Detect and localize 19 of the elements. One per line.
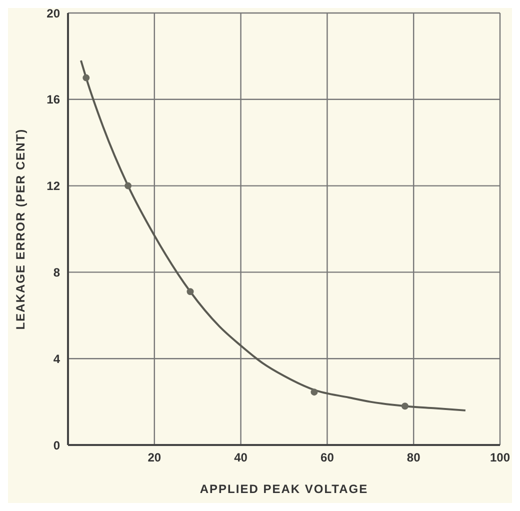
y-tick-label: 0 bbox=[53, 438, 60, 452]
y-tick-label: 12 bbox=[46, 179, 60, 194]
y-axis-title: LEAKAGE ERROR (PER CENT) bbox=[13, 128, 28, 330]
point bbox=[124, 182, 132, 190]
y-tick-label: 20 bbox=[46, 6, 60, 20]
x-tick-label: 20 bbox=[148, 450, 162, 465]
point bbox=[401, 402, 408, 410]
y-tick-label: 8 bbox=[53, 265, 60, 280]
y-tick-label: 16 bbox=[46, 92, 60, 107]
point bbox=[310, 388, 318, 396]
x-axis-title: APPLIED PEAK VOLTAGE bbox=[200, 482, 368, 496]
y-tick-label: 4 bbox=[53, 352, 60, 366]
x-tick-label: 80 bbox=[406, 450, 421, 465]
point bbox=[186, 288, 194, 296]
line-series bbox=[80, 60, 466, 412]
x-tick-label: 40 bbox=[234, 450, 248, 465]
x-tick-label: 100 bbox=[490, 450, 510, 465]
point bbox=[82, 74, 90, 82]
x-tick-label: 60 bbox=[320, 450, 334, 465]
